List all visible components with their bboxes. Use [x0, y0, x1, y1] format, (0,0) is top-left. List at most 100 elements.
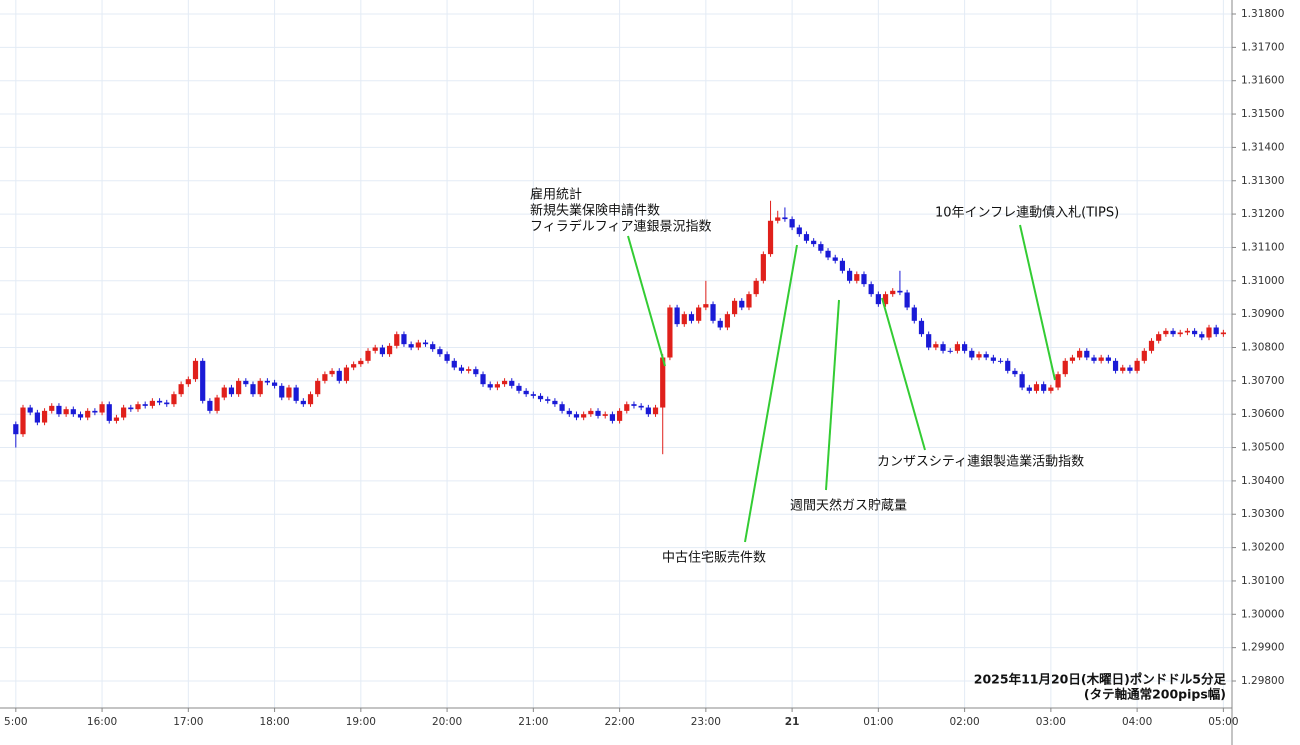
y-tick-label: 1.31400 [1241, 141, 1284, 153]
candle-body [588, 410, 594, 415]
candle-body [214, 397, 220, 411]
candle-body [1041, 384, 1047, 391]
candle-body [962, 344, 968, 351]
x-tick-label: 05:00 [1208, 716, 1238, 728]
candle-body [954, 344, 961, 351]
candle-body [904, 292, 910, 308]
candle-body [882, 294, 889, 305]
candle-body [422, 342, 429, 345]
candle-body [861, 274, 867, 285]
candle-body [494, 384, 501, 388]
candle-body [415, 342, 421, 348]
candle-body [803, 234, 810, 241]
candle-body [77, 414, 84, 418]
candle-body [458, 367, 465, 371]
candle-body [171, 394, 177, 405]
candle-body [624, 404, 630, 411]
candle-body [947, 350, 953, 352]
candle-body [365, 350, 371, 361]
candle-body [667, 307, 673, 358]
candle-body [85, 410, 91, 418]
candle-body [1148, 340, 1155, 351]
candle-body [113, 417, 120, 421]
annotation-text: 新規失業保険申請件数 [530, 203, 660, 219]
x-tick-label: 03:00 [1036, 716, 1066, 728]
candle-body [789, 219, 795, 228]
candle-body [775, 217, 781, 221]
candle-body [293, 387, 299, 401]
candle-body [264, 380, 270, 383]
candle-body [322, 374, 328, 381]
candle-body [501, 380, 508, 385]
candle-body [1033, 384, 1040, 391]
annotation-pointer [627, 235, 666, 367]
candle-body [128, 407, 134, 410]
candle-body [99, 404, 105, 413]
annotation-pointer [881, 297, 926, 451]
candle-body [796, 227, 802, 235]
candle-body [20, 407, 26, 435]
candle-body [257, 380, 263, 395]
candle-body [767, 220, 774, 255]
candle-body [739, 300, 745, 308]
candle-body [609, 414, 616, 421]
grid [0, 0, 1232, 708]
candle-body [70, 409, 76, 415]
candle-body [825, 250, 831, 258]
candle-body [573, 414, 580, 418]
candle-body [13, 424, 19, 435]
candle-body [1026, 387, 1032, 391]
candle-body [760, 254, 766, 281]
candle-body [1177, 332, 1183, 335]
y-tick-label: 1.31100 [1241, 241, 1284, 253]
annotation-pointer [1019, 224, 1056, 381]
candle-body [839, 260, 846, 271]
candle-body [329, 370, 335, 375]
candles [13, 200, 1226, 455]
candle-body [696, 307, 702, 321]
candle-body [185, 379, 191, 385]
candle-body [1055, 374, 1061, 388]
candle-body [516, 385, 522, 391]
candle-body [897, 290, 903, 293]
candle-body [581, 414, 587, 418]
candle-body [969, 350, 975, 358]
candle-body [466, 369, 472, 371]
candle-body [49, 405, 55, 411]
candle-body [1220, 332, 1226, 335]
candle-body [379, 347, 385, 355]
candle-body [811, 240, 817, 245]
candle-body [990, 357, 996, 361]
candle-body [868, 284, 874, 295]
candle-body [566, 410, 572, 415]
candle-body [92, 410, 98, 413]
candle-body [631, 404, 637, 406]
y-tick-label: 1.31200 [1241, 208, 1284, 220]
candle-body [731, 300, 738, 315]
candle-body [1170, 330, 1176, 335]
x-tick-label: 04:00 [1122, 716, 1152, 728]
candle-body [386, 345, 393, 355]
candle-body [1213, 327, 1219, 335]
candle-body [674, 307, 680, 325]
y-tick-label: 1.30400 [1241, 475, 1284, 487]
candle-body [926, 334, 932, 348]
x-tick-label: 01:00 [863, 716, 893, 728]
candle-body [616, 410, 623, 421]
candle-body [753, 280, 759, 295]
candle-body [307, 394, 314, 405]
candle-body [645, 407, 651, 415]
candle-body [710, 304, 716, 321]
y-tick-label: 1.30000 [1241, 608, 1284, 620]
y-tick-label: 1.31700 [1241, 41, 1284, 53]
candle-body [911, 307, 917, 321]
candle-body [250, 384, 256, 395]
candle-body [142, 404, 148, 406]
candle-body [983, 354, 989, 358]
candle-body [1105, 357, 1111, 361]
x-tick-label: 18:00 [259, 716, 289, 728]
candle-body [1206, 327, 1212, 338]
candle-body [545, 399, 551, 401]
x-tick-label: 21 [785, 716, 800, 728]
